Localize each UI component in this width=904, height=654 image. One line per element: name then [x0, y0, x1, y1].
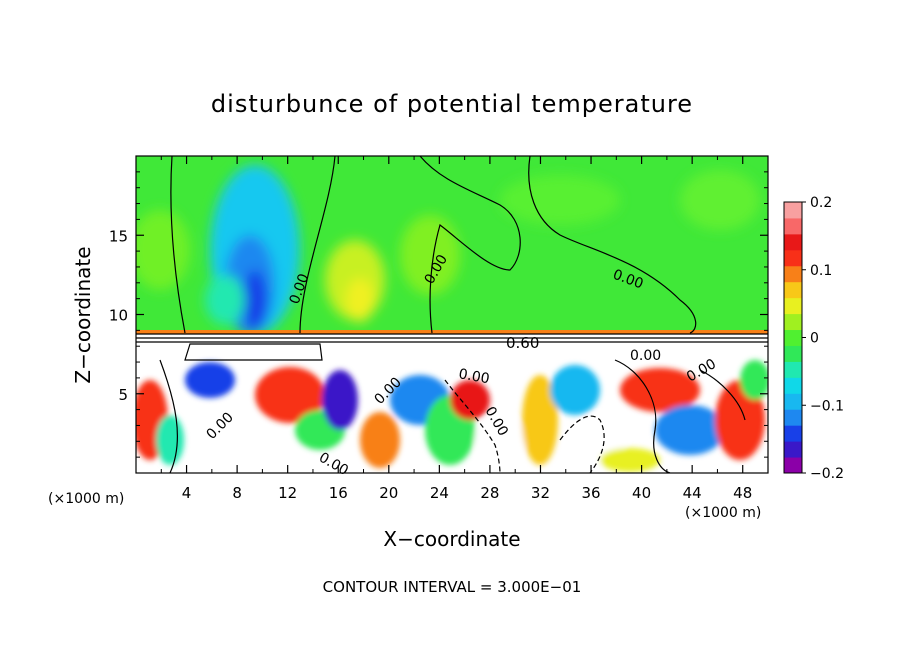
colorbar-ticks: 0.2 0.1 0 −0.1 −0.2 — [802, 195, 844, 482]
x-unit-left: (×1000 m) — [48, 491, 124, 507]
colorbar-tick-label: 0 — [810, 331, 819, 347]
colorbar-tick-label: 0.1 — [810, 263, 832, 279]
x-tick-label: 32 — [531, 484, 550, 502]
colorbar-swatch — [784, 377, 802, 394]
colorbar-tick-label: −0.1 — [810, 398, 844, 414]
colorbar-swatch — [784, 281, 802, 299]
colorbar-swatch — [784, 361, 802, 378]
colorbar-tick-label: −0.2 — [810, 466, 844, 482]
x-tick-label: 16 — [329, 484, 348, 502]
contour-interval-note: CONTOUR INTERVAL = 3.000E−01 — [323, 578, 582, 596]
colorbar — [783, 201, 803, 474]
colorbar-swatch — [784, 297, 802, 315]
colorbar-swatch — [784, 202, 802, 219]
x-tick-label: 12 — [278, 484, 297, 502]
colorbar-swatch — [784, 441, 802, 458]
heatmap-field — [136, 156, 768, 473]
x-unit-right: (×1000 m) — [685, 505, 761, 521]
colorbar-swatch — [784, 249, 802, 267]
contour-label: 0.00 — [457, 366, 490, 387]
x-tick-label: 48 — [733, 484, 752, 502]
colorbar-swatch — [784, 217, 802, 235]
colorbar-swatch — [784, 313, 802, 331]
x-axis-label: X−coordinate — [383, 527, 520, 551]
contour-label: 0.00 — [630, 348, 661, 364]
colorbar-swatch — [784, 345, 802, 362]
colorbar-swatch — [784, 265, 802, 283]
y-tick-label: 5 — [118, 386, 128, 404]
x-tick-label: 40 — [632, 484, 651, 502]
y-axis-label: Z−coordinate — [71, 246, 95, 383]
x-tick-label: 4 — [182, 484, 192, 502]
y-axis: 5 10 15 — [109, 171, 768, 458]
colorbar-swatch — [784, 233, 802, 251]
x-tick-label: 8 — [232, 484, 242, 502]
x-tick-label: 28 — [480, 484, 499, 502]
colorbar-swatch — [784, 457, 802, 474]
x-axis: 4 8 12 16 20 24 28 32 36 40 44 48 — [160, 156, 752, 502]
y-tick-label: 10 — [109, 307, 128, 325]
colorbar-swatch — [784, 409, 802, 426]
y-tick-label: 15 — [109, 227, 128, 245]
colorbar-swatch — [784, 393, 802, 410]
x-tick-label: 20 — [379, 484, 398, 502]
contour-lines — [136, 156, 768, 473]
colorbar-swatch — [784, 425, 802, 442]
colorbar-tick-label: 0.2 — [810, 195, 832, 211]
chart-title: disturbunce of potential temperature — [211, 90, 693, 118]
contour-label: 0.60 — [506, 334, 539, 352]
x-tick-label: 44 — [683, 484, 702, 502]
x-tick-label: 36 — [581, 484, 600, 502]
colorbar-swatch — [784, 329, 802, 346]
x-tick-label: 24 — [430, 484, 449, 502]
